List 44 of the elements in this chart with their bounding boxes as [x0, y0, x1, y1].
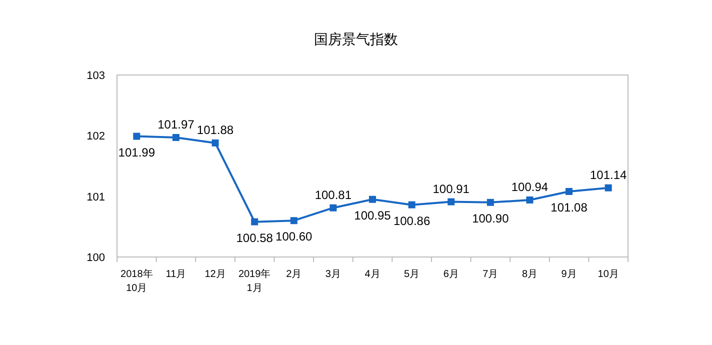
point: [133, 132, 140, 140]
x-tick-label: 11月: [166, 269, 186, 280]
x-tick-label: 2月: [286, 269, 302, 280]
data-label: 101.97: [158, 117, 195, 132]
x-tick-label: 3月: [325, 269, 341, 280]
point: [369, 196, 376, 203]
point: [408, 201, 416, 208]
y-tick-label: 102: [86, 130, 105, 143]
point: [448, 198, 455, 206]
data-label: 100.94: [511, 180, 548, 194]
data-label: 100.60: [276, 230, 313, 244]
x-tick-label: 8月: [522, 269, 538, 280]
data-label: 101.88: [196, 122, 234, 137]
x-tick-label: 5月: [404, 269, 420, 280]
data-label: 101.14: [590, 168, 628, 182]
x-tick-label: 2019年 1月: [238, 268, 271, 294]
x-tick-label: 10月: [598, 269, 619, 280]
x-tick-label: 12月: [204, 269, 226, 280]
x-tick-label: 4月: [364, 269, 380, 280]
x-tick-label: 7月: [482, 269, 498, 280]
y-tick-label: 101: [86, 191, 105, 204]
point: [290, 217, 298, 224]
data-label: 100.91: [432, 182, 470, 196]
data-label: 100.58: [236, 230, 274, 245]
data-label: 100.90: [472, 211, 510, 226]
point: [212, 139, 219, 146]
point: [486, 198, 494, 206]
x-tick-label: 9月: [561, 269, 577, 280]
data-label: 100.86: [393, 214, 430, 228]
y-tick-label: 103: [86, 70, 105, 82]
data-label: 101.99: [118, 145, 156, 160]
point: [330, 204, 337, 212]
y-tick-label: 100: [86, 252, 105, 264]
chart-title: 国房景气指数: [314, 31, 398, 47]
data-label: 101.08: [550, 200, 588, 214]
point: [526, 196, 534, 204]
point: [566, 188, 573, 195]
x-tick-label: 2018年 10月: [120, 268, 153, 294]
data-label: 100.81: [314, 188, 352, 202]
point: [172, 134, 180, 141]
data-label: 100.95: [354, 208, 392, 222]
x-tick-label: 6月: [443, 269, 459, 280]
point: [604, 184, 612, 192]
point: [251, 218, 258, 226]
